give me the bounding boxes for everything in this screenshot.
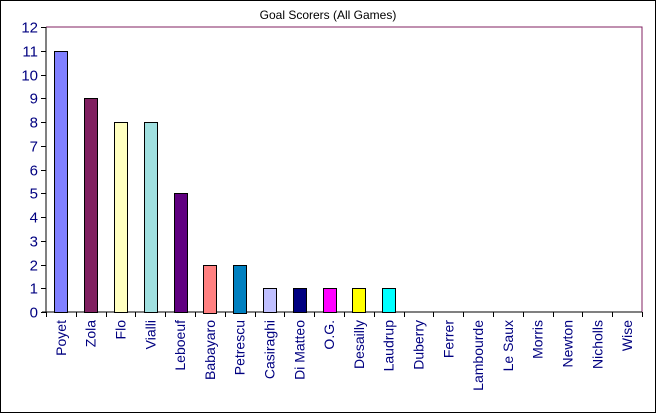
x-tick-label: Casiraghi bbox=[262, 320, 278, 379]
bar-zola bbox=[84, 98, 98, 313]
x-tick-label: Poyet bbox=[53, 320, 69, 356]
bar-laudrup bbox=[382, 288, 396, 313]
bar-di-matteo bbox=[293, 288, 307, 313]
y-tick-label: 5 bbox=[30, 186, 38, 203]
x-tick-label: Morris bbox=[530, 320, 546, 359]
y-tick-label: 1 bbox=[30, 281, 38, 298]
y-tick-label: 2 bbox=[30, 258, 38, 275]
y-tick-label: 11 bbox=[22, 44, 38, 61]
x-tick-label: Flo bbox=[113, 320, 129, 340]
chart-title: Goal Scorers (All Games) bbox=[259, 8, 397, 22]
y-tick-label: 6 bbox=[30, 163, 38, 180]
bar-petrescu bbox=[233, 265, 247, 314]
y-tick-label: 9 bbox=[30, 91, 38, 108]
x-tick-label: O.G. bbox=[321, 320, 337, 350]
y-tick-label: 10 bbox=[21, 68, 38, 85]
y-tick-label: 4 bbox=[30, 210, 38, 227]
bar-babayaro bbox=[203, 265, 217, 314]
bar-poyet bbox=[54, 51, 68, 313]
y-tick-label: 3 bbox=[30, 234, 38, 251]
x-tick-label: Newton bbox=[560, 320, 576, 367]
bar-desailly bbox=[352, 288, 366, 313]
bar-casiraghi bbox=[263, 288, 277, 313]
x-tick-label: Le Saux bbox=[500, 320, 516, 371]
bar-o-g- bbox=[323, 288, 337, 313]
x-tick-label: Leboeuf bbox=[172, 320, 188, 371]
y-tick-label: 8 bbox=[30, 115, 38, 132]
x-tick-label: Petrescu bbox=[232, 320, 248, 375]
x-tick-label: Lambourde bbox=[470, 320, 486, 391]
x-tick-label: Ferrer bbox=[440, 320, 456, 358]
bar-flo bbox=[114, 122, 128, 313]
x-tick-label: Desailly bbox=[351, 320, 367, 369]
x-tick-label: Duberry bbox=[411, 320, 427, 370]
x-tick-label: Zola bbox=[83, 320, 99, 347]
x-tick-label: Vialli bbox=[142, 320, 158, 349]
x-tick-label: Nicholls bbox=[589, 320, 605, 369]
y-tick-label: 7 bbox=[30, 139, 38, 156]
y-tick-label: 12 bbox=[21, 20, 38, 37]
y-tick-label: 0 bbox=[30, 305, 38, 322]
x-tick-label: Wise bbox=[619, 320, 635, 351]
bar-leboeuf bbox=[174, 193, 188, 313]
x-tick-label: Laudrup bbox=[381, 320, 397, 372]
plot-area-border bbox=[46, 26, 643, 312]
x-tick-label: Babayaro bbox=[202, 320, 218, 380]
bar-vialli bbox=[144, 122, 158, 313]
x-tick-label: Di Matteo bbox=[291, 320, 307, 380]
